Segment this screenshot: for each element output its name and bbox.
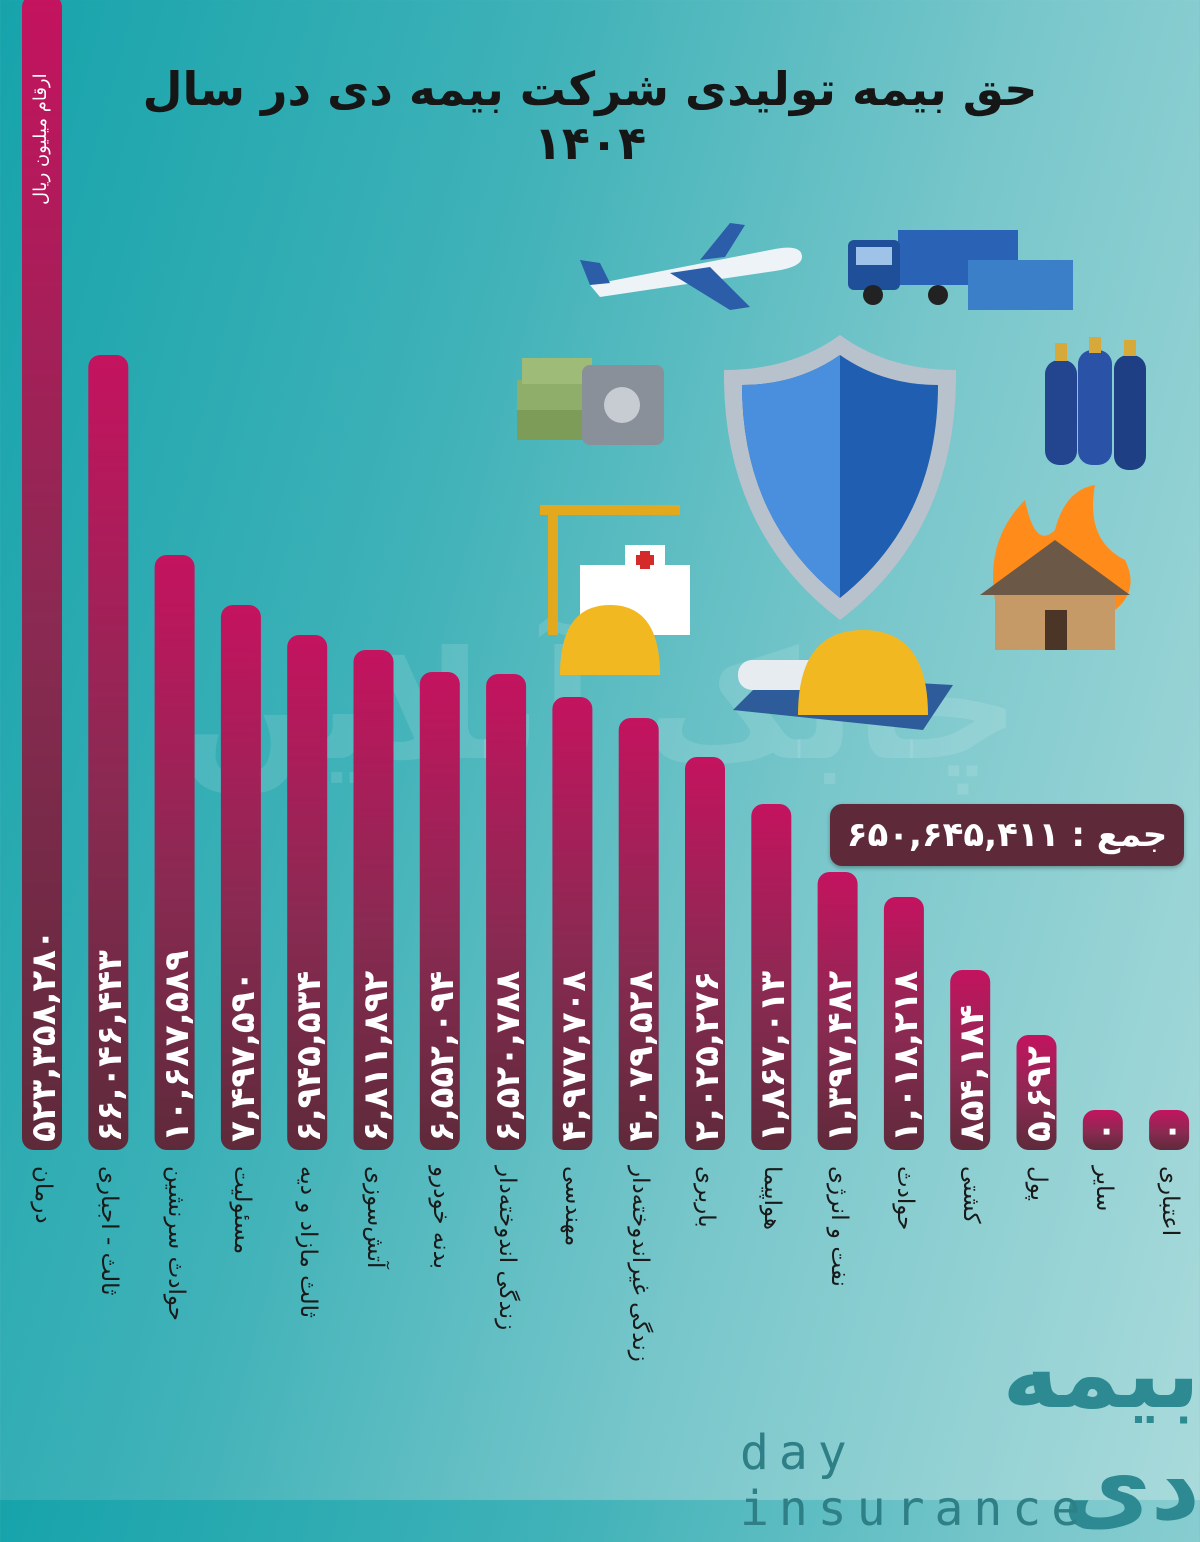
bar-value-label: ۶,۵۵۲,۰۹۴ [421, 970, 462, 1142]
bar-3 [154, 555, 195, 1150]
total-box: جمع : ۶۵۰,۶۴۵,۴۱۱ [830, 804, 1184, 866]
bar-11 [685, 757, 725, 1150]
total-label: جمع : [1071, 815, 1168, 855]
unit-label: ارقام میلیون ریال [30, 73, 51, 205]
category-label: پول [1024, 1166, 1051, 1201]
bar-2 [88, 355, 129, 1150]
bar-value-label: ۶,۵۲۰,۷۸۸ [488, 970, 529, 1142]
gas-cylinder-icon [1045, 337, 1146, 470]
bar-value-label: ۱,۸۶۷,۰۱۳ [753, 970, 794, 1142]
construction-hospital-icon [540, 505, 690, 675]
bar-value-label: ۵,۶۹۲ [1018, 1046, 1059, 1142]
category-label: مسئولیت [228, 1166, 255, 1255]
bar-14 [883, 897, 924, 1150]
category-label: سایر [1090, 1166, 1117, 1212]
bar-value-label: ۱,۳۹۷,۴۸۲ [819, 970, 860, 1142]
bar-13 [817, 872, 858, 1150]
bar-4 [220, 605, 261, 1150]
bar-value-label: ۶,۸۱۱,۸۹۲ [355, 970, 396, 1142]
category-label: نفت و انرژی [825, 1166, 852, 1287]
bar-9 [552, 697, 593, 1150]
category-label: باربری [693, 1166, 719, 1228]
bar-17 [1082, 1110, 1123, 1150]
category-label: درمان [30, 1166, 56, 1224]
helmet-blueprint-icon [733, 630, 953, 730]
bar-value-label: ۸۵۴,۱۸۴ [952, 1004, 993, 1142]
bar-16 [1016, 1035, 1057, 1150]
category-label: آتش‌سوزی [361, 1166, 388, 1269]
category-label: مهندسی [560, 1166, 587, 1247]
truck-icon [848, 230, 1073, 310]
bar-value-label: ۶,۹۴۵,۵۳۴ [289, 970, 330, 1142]
category-label: ثالث مازاد و دیه [295, 1166, 322, 1319]
bar-value-label: ۰ [1151, 1121, 1192, 1142]
bar-8 [486, 674, 527, 1150]
category-label: اعتباری [1157, 1166, 1184, 1237]
category-label: ثالث - اجباری [96, 1166, 123, 1296]
category-label: حوادث [891, 1166, 918, 1231]
bar-18 [1149, 1110, 1190, 1150]
airplane-icon [580, 223, 802, 310]
category-label: حوادث سرنشین [162, 1166, 189, 1322]
brand-logo-en: day insurance [740, 1425, 1091, 1537]
fire-house-icon [980, 485, 1131, 650]
bar-value-label: ۶۶,۰۴۶,۴۴۳ [90, 950, 131, 1142]
bar-value-label: ۱۰,۶۸۷,۵۸۹ [156, 950, 197, 1142]
chart-title: حق بیمه تولیدی شرکت بیمه دی در سال ۱۴۰۴ [142, 62, 1038, 170]
bar-value-label: ۴,۹۷۷,۷۰۸ [554, 970, 595, 1142]
shield-icon [723, 335, 957, 620]
bar-10 [618, 718, 659, 1150]
bar-6 [353, 650, 394, 1150]
bar-value-label: ۰ [1084, 1121, 1125, 1142]
bar-value-label: ۷,۴۹۷,۵۹۰ [222, 970, 263, 1142]
bar-7 [419, 672, 460, 1150]
category-label: هواپیما [759, 1166, 786, 1231]
total-value: ۶۵۰,۶۴۵,۴۱۱ [846, 815, 1060, 855]
bar-chart [22, 0, 1190, 1150]
bar-15 [950, 970, 991, 1150]
category-label: کشتی [958, 1166, 985, 1224]
money-safe-icon [517, 358, 664, 445]
category-label: زندگی اندوخته‌دار [494, 1166, 521, 1331]
bar-5 [287, 635, 328, 1150]
bar-12 [751, 804, 792, 1150]
bar-1 [22, 0, 62, 1150]
category-label: بدنه خودرو [427, 1166, 454, 1270]
bar-value-label: ۱,۰۱۸,۲۱۸ [885, 970, 926, 1142]
bar-value-label: ۵۲۳,۳۵۸,۲۸۰ [24, 929, 64, 1142]
bar-value-label: ۲,۰۲۵,۲۷۶ [687, 970, 727, 1142]
bar-value-label: ۴,۰۷۹,۵۲۸ [620, 970, 661, 1142]
category-label: زندگی غیراندوخته‌دار [626, 1166, 653, 1362]
